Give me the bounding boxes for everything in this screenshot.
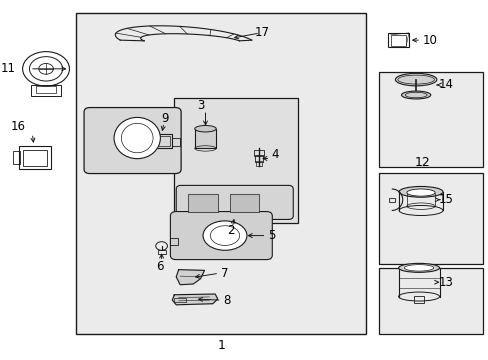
Ellipse shape bbox=[398, 264, 439, 273]
Ellipse shape bbox=[395, 73, 436, 86]
Text: 3: 3 bbox=[196, 99, 203, 112]
Bar bbox=[378, 173, 483, 264]
Bar bbox=[378, 268, 483, 334]
Text: 11: 11 bbox=[0, 62, 16, 75]
Ellipse shape bbox=[203, 221, 246, 250]
Text: 1: 1 bbox=[217, 339, 224, 352]
FancyBboxPatch shape bbox=[84, 108, 181, 174]
Bar bbox=[387, 33, 408, 47]
Text: 8: 8 bbox=[223, 294, 230, 307]
Bar bbox=[254, 150, 264, 156]
Ellipse shape bbox=[398, 186, 442, 197]
Bar bbox=[36, 86, 56, 93]
Bar bbox=[153, 136, 169, 146]
Bar bbox=[413, 296, 423, 303]
Text: 2: 2 bbox=[227, 224, 234, 238]
Text: 5: 5 bbox=[267, 229, 275, 242]
Bar bbox=[19, 146, 51, 169]
Text: 10: 10 bbox=[422, 33, 436, 47]
Bar bbox=[188, 194, 217, 212]
Bar bbox=[76, 13, 366, 334]
Bar bbox=[151, 134, 172, 148]
Ellipse shape bbox=[406, 189, 434, 196]
Text: 15: 15 bbox=[438, 193, 452, 206]
Ellipse shape bbox=[114, 117, 160, 159]
Bar bbox=[378, 72, 483, 167]
Bar bbox=[194, 129, 216, 148]
Text: 6: 6 bbox=[156, 260, 163, 273]
Text: 16: 16 bbox=[10, 121, 25, 134]
Bar bbox=[13, 151, 20, 164]
Ellipse shape bbox=[404, 265, 433, 271]
Bar bbox=[390, 35, 406, 45]
Text: 7: 7 bbox=[221, 267, 228, 280]
Text: 9: 9 bbox=[161, 112, 169, 125]
Text: 14: 14 bbox=[438, 78, 453, 91]
Bar bbox=[172, 138, 180, 146]
Bar bbox=[388, 198, 394, 202]
Text: 13: 13 bbox=[438, 276, 452, 289]
Bar bbox=[256, 161, 262, 166]
Bar bbox=[255, 155, 263, 162]
Bar bbox=[22, 149, 47, 166]
Bar bbox=[170, 238, 177, 245]
Bar bbox=[31, 85, 61, 96]
Bar bbox=[173, 98, 298, 223]
Text: 4: 4 bbox=[271, 148, 279, 161]
Ellipse shape bbox=[401, 91, 430, 99]
Ellipse shape bbox=[194, 126, 216, 132]
FancyBboxPatch shape bbox=[176, 185, 293, 220]
Bar bbox=[174, 298, 186, 302]
Polygon shape bbox=[172, 294, 217, 305]
Bar bbox=[229, 194, 259, 212]
Text: 12: 12 bbox=[413, 156, 429, 169]
FancyBboxPatch shape bbox=[170, 212, 272, 260]
Text: 17: 17 bbox=[254, 27, 269, 40]
Bar bbox=[158, 249, 165, 254]
Polygon shape bbox=[176, 270, 204, 285]
